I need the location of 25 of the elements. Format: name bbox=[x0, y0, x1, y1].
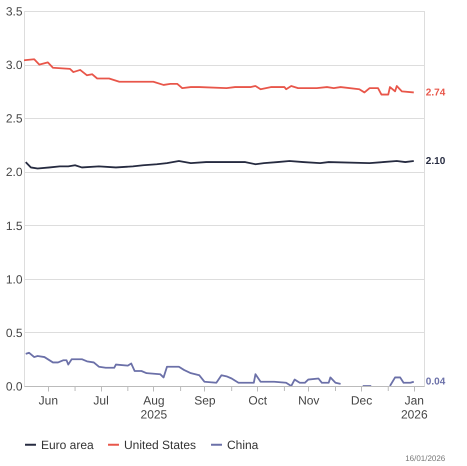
y-tick-label: 2.5 bbox=[6, 112, 23, 126]
x-tick-label: Dec bbox=[350, 394, 372, 408]
text: 16/01/2026 bbox=[405, 454, 446, 463]
x-tick-label: Sep bbox=[194, 394, 216, 408]
line-series bbox=[24, 160, 415, 170]
annotation: 2.10 bbox=[426, 156, 446, 167]
x-tick-label: Jan 2026 bbox=[400, 394, 428, 422]
y-tick-label: 3.5 bbox=[6, 4, 23, 18]
y-tick-label: 2.0 bbox=[6, 165, 23, 180]
line-series bbox=[24, 58, 415, 96]
x-tick-label: Aug 2025 bbox=[140, 394, 168, 422]
x-tick-label: Jul bbox=[93, 394, 109, 408]
x-tick-label: Oct bbox=[248, 394, 268, 408]
y-tick-label: 0.0 bbox=[6, 380, 23, 394]
y-tick-label: 0.5 bbox=[6, 326, 23, 340]
annotation: 0.04 bbox=[426, 376, 446, 388]
legend-label: United States bbox=[124, 438, 196, 452]
y-tick-label: 3.0 bbox=[6, 58, 23, 72]
legend-label: Euro area bbox=[41, 438, 94, 452]
x-tick-label: Jun bbox=[38, 394, 58, 408]
y-tick-label: 1.0 bbox=[6, 272, 23, 286]
x-tick-label: Nov bbox=[298, 394, 320, 408]
legend-label: China bbox=[227, 438, 259, 452]
annotation: 2.74 bbox=[426, 87, 446, 98]
y-tick-label: 1.5 bbox=[6, 218, 23, 233]
